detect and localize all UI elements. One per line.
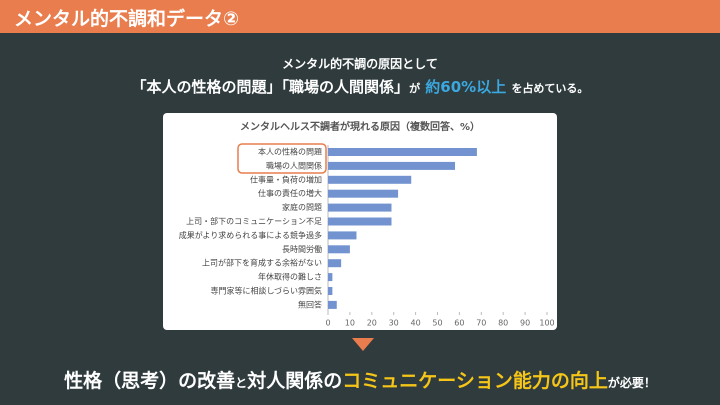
y-tick-label: 成果がより求められる事による競争過多 — [179, 230, 322, 240]
arrow — [352, 338, 374, 351]
chart: メンタルヘルス不調者が現れる原因（複数回答、%） 0 10 20 30 40 50 60 70… — [163, 113, 557, 330]
y-tick-label: 長時間労働 — [282, 244, 322, 254]
conclusion-highlight: コミュニケーション能力の向上 — [342, 370, 608, 392]
conclusion-text: が必要！ — [607, 376, 656, 390]
y-tick-label: 年休取得の難しさ — [258, 272, 322, 282]
x-tick-label: 80 — [498, 319, 508, 328]
y-tick-label: 仕事量・負荷の増加 — [250, 174, 322, 184]
y-tick-label: 上司・部下のコミュニケーション不足 — [186, 216, 322, 226]
bar — [328, 217, 392, 226]
y-tick-label: 無回答 — [298, 299, 322, 309]
y-tick-label: 本人の性格の問題 — [258, 147, 322, 157]
x-tick-label: 70 — [476, 319, 486, 328]
x-tick-label: 10 — [345, 319, 355, 328]
x-tick-label: 60 — [454, 319, 464, 328]
bar — [328, 231, 357, 240]
y-tick-label: 家庭の問題 — [282, 202, 322, 212]
highlight-box — [237, 143, 327, 174]
x-tick-label: 0 — [325, 319, 330, 328]
bar — [328, 175, 412, 184]
intro-highlight: 約60%以上 — [425, 78, 507, 96]
x-tick-label: 20 — [367, 319, 377, 328]
x-tick-label: 40 — [411, 319, 421, 328]
bar — [328, 273, 333, 282]
bar — [328, 300, 337, 309]
bar — [328, 203, 392, 212]
intro-line: メンタル的不調の原因として — [282, 57, 438, 71]
conclusion-text: 対人関係の — [247, 370, 343, 392]
bar — [328, 287, 333, 295]
bar — [328, 161, 456, 170]
x-tick-label: 30 — [389, 319, 399, 328]
header-title: メンタル的不調和データ② — [14, 8, 240, 30]
intro-text: が — [409, 82, 421, 95]
bar — [328, 189, 399, 198]
header-bar: メンタル的不調和データ② — [0, 0, 720, 33]
y-tick-label: 専門家等に相談しづらい雰囲気 — [210, 286, 322, 296]
conclusion-text: と — [235, 376, 248, 390]
x-tick-label: 100 — [539, 319, 554, 328]
y-tick-label: 上司が部下を育成する余裕がない — [202, 258, 322, 268]
x-tick-label: 90 — [520, 319, 530, 328]
x-tick-label: 50 — [432, 319, 442, 328]
conclusion-text: 性格（思考）の改善 — [64, 370, 236, 392]
intro-line: 「本人の性格の問題」「職場の人間関係」が 約60%以上 を占めている。 — [0, 76, 720, 97]
conclusion: 性格（思考）の改善と対人関係のコミュニケーション能力の向上が必要！ — [0, 366, 720, 393]
chart-title: メンタルヘルス不調者が現れる原因（複数回答、%） — [240, 120, 480, 133]
arrow-shape — [352, 338, 374, 351]
intro-text: を占めている。 — [511, 82, 589, 95]
intro-text: 「本人の性格の問題」「職場の人間関係」 — [131, 78, 410, 96]
y-tick-label: 仕事の責任の増大 — [258, 188, 322, 198]
bar — [328, 245, 350, 254]
y-tick-label: 職場の人間関係 — [266, 160, 322, 170]
bar — [328, 259, 342, 268]
bar — [328, 148, 477, 156]
